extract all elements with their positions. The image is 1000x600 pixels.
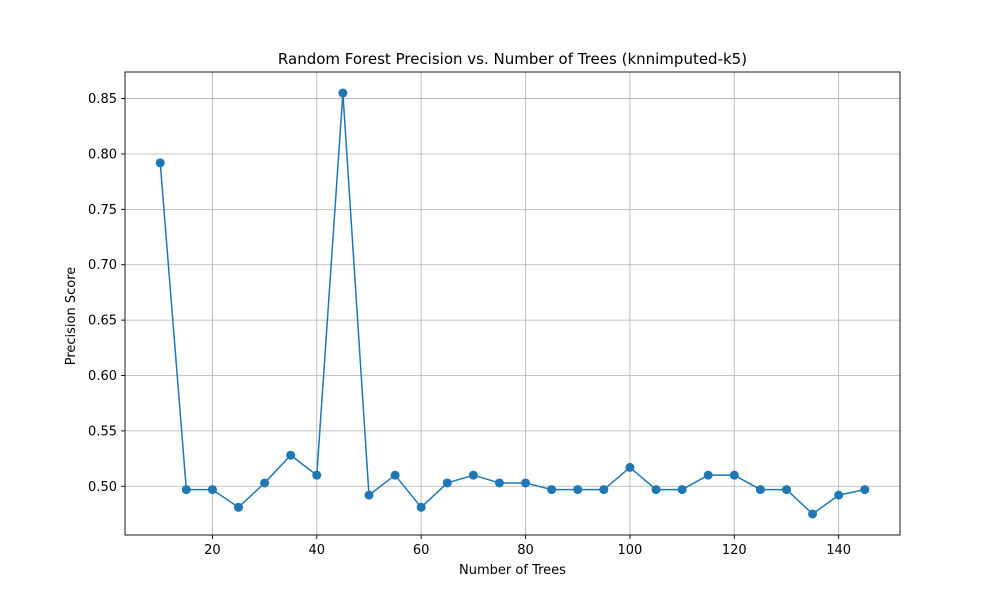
data-point [808, 509, 818, 519]
y-tick-label: 0.60 [88, 369, 117, 384]
data-point [625, 462, 635, 472]
x-tick-label: 120 [722, 543, 747, 558]
y-axis-label: Precision Score [64, 267, 79, 366]
x-axis-label: Number of Trees [459, 563, 566, 578]
y-tick-label: 0.55 [88, 424, 117, 439]
data-point [781, 485, 791, 495]
data-point [677, 485, 687, 495]
data-point [729, 470, 739, 480]
data-point [494, 478, 504, 488]
data-point [547, 485, 557, 495]
data-point [286, 450, 296, 460]
series-line [159, 92, 865, 515]
x-tick-label: 60 [413, 543, 430, 558]
y-tick-label: 0.70 [88, 258, 117, 273]
data-point [703, 470, 713, 480]
data-point [468, 470, 478, 480]
data-point [442, 478, 452, 488]
data-point [599, 485, 609, 495]
data-point [390, 470, 400, 480]
x-tick-label: 40 [309, 543, 326, 558]
y-tick-label: 0.75 [88, 203, 117, 218]
x-tick-label: 100 [618, 543, 643, 558]
x-tick-label: 140 [826, 543, 851, 558]
data-point [416, 502, 426, 512]
data-point [860, 485, 870, 495]
x-tick-label: 80 [517, 543, 534, 558]
y-tick-label: 0.85 [88, 92, 117, 107]
data-point [207, 485, 217, 495]
y-tick-label: 0.50 [88, 480, 117, 495]
y-tick-label: 0.80 [88, 147, 117, 162]
data-point [260, 478, 270, 488]
data-point [521, 478, 531, 488]
x-tick-label: 20 [204, 543, 221, 558]
data-point [834, 490, 844, 500]
grid-layer [125, 72, 900, 535]
data-point [573, 485, 583, 495]
plot-frame [124, 71, 901, 536]
chart-title: Random Forest Precision vs. Number of Tr… [278, 50, 747, 68]
data-point [755, 485, 765, 495]
data-point [312, 470, 322, 480]
data-point [181, 485, 191, 495]
axes-layer: 20 40 60 80 100 120 140 0.50 0.55 0.60 0.65 0.70 0.7… [88, 71, 901, 558]
data-point [651, 485, 661, 495]
data-point [338, 88, 348, 98]
data-point [155, 158, 165, 168]
series-layer [155, 88, 870, 519]
y-tick-label: 0.65 [88, 314, 117, 329]
data-point [364, 490, 374, 500]
data-point [234, 502, 244, 512]
